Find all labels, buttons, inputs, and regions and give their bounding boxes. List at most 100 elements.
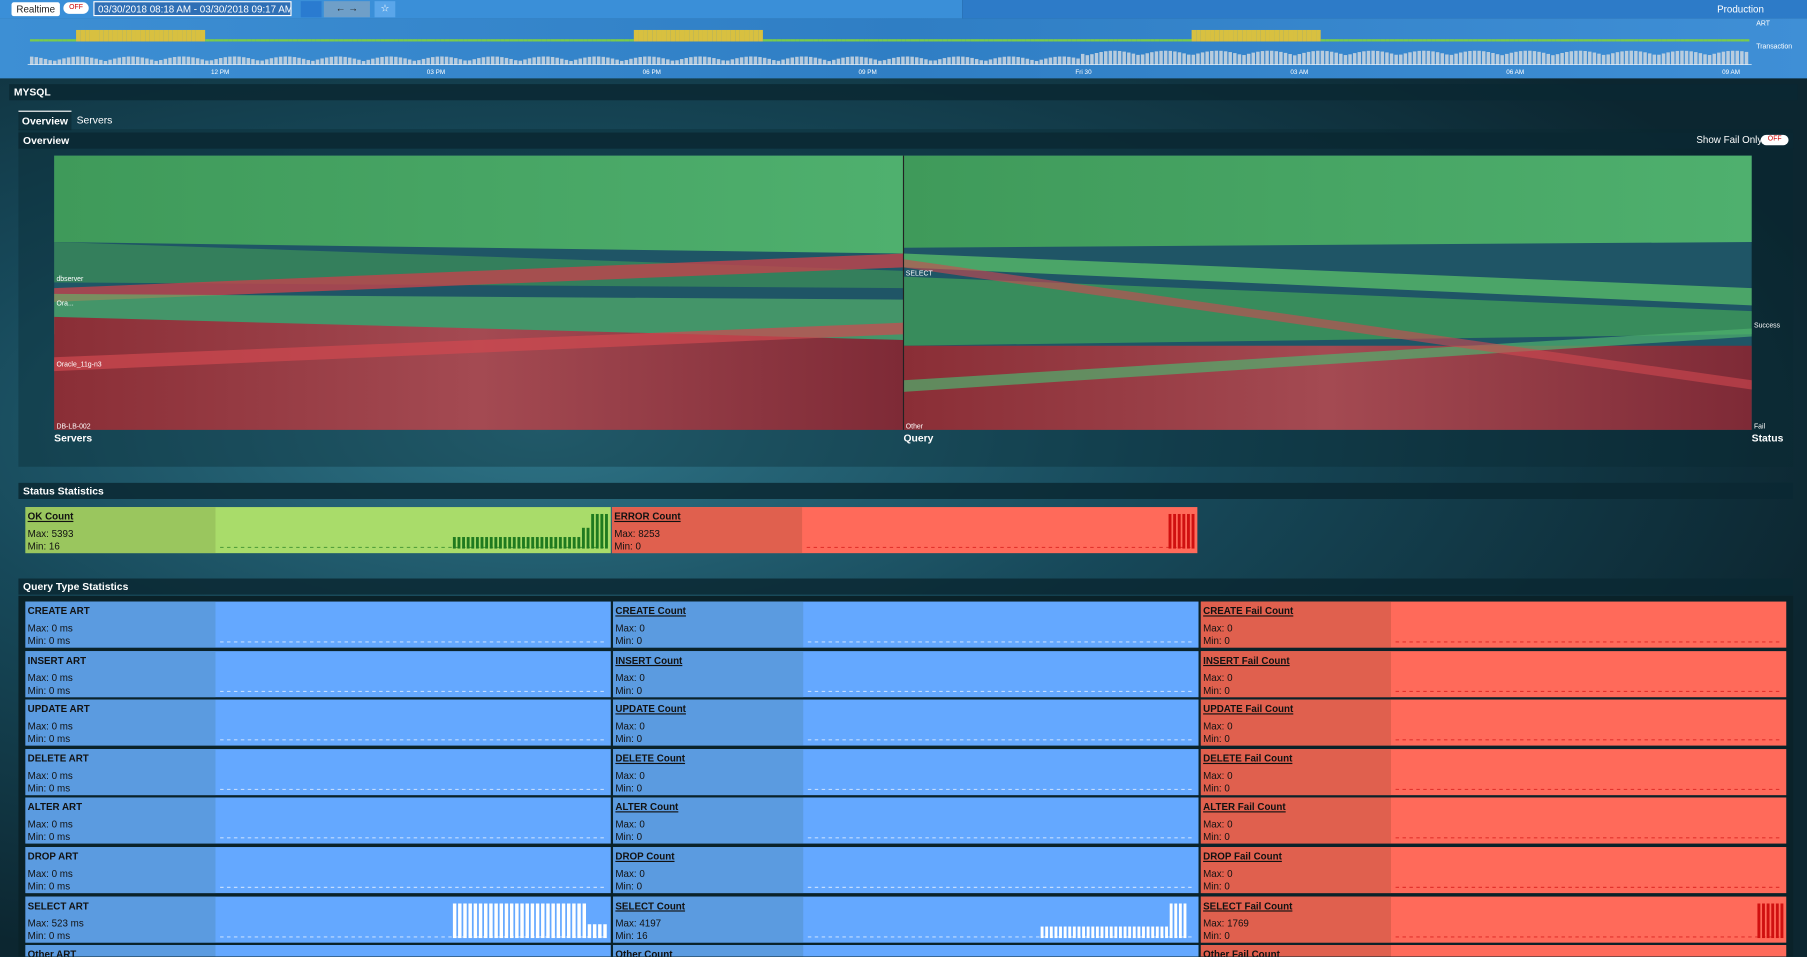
realtime-button[interactable]: Realtime: [11, 2, 60, 17]
card-title[interactable]: UPDATE Count: [615, 703, 686, 715]
timeline-art: [1449, 39, 1455, 42]
stat-card[interactable]: SELECT ART Max: 523 ms Min: 0 ms: [25, 896, 611, 943]
timeline-art: [785, 39, 791, 42]
timeline-bar: [1021, 57, 1025, 65]
stat-card[interactable]: INSERT ART Max: 0 ms Min: 0 ms: [25, 650, 611, 697]
card-title[interactable]: UPDATE Fail Count: [1203, 703, 1294, 715]
card-title[interactable]: DELETE Count: [615, 752, 686, 764]
tab[interactable]: Servers: [76, 114, 113, 126]
stat-card[interactable]: DROP ART Max: 0 ms Min: 0 ms: [25, 847, 611, 894]
timeline-art: [993, 39, 998, 42]
timeline-art: [412, 39, 418, 42]
card-title[interactable]: DROP ART: [27, 850, 79, 863]
stat-card[interactable]: OK Count Max: 5393 Min: 16: [25, 507, 611, 554]
card-title[interactable]: INSERT Count: [615, 654, 683, 666]
card-title[interactable]: CREATE Count: [615, 605, 686, 617]
card-title[interactable]: SELECT Fail Count: [1203, 899, 1293, 912]
timeline-bar: [1260, 51, 1265, 65]
stat-card[interactable]: Other ART: [25, 945, 611, 957]
card-left: [1200, 650, 1391, 697]
stat-card[interactable]: SELECT Count Max: 4197 Min: 16: [613, 896, 1199, 943]
nav-buttons[interactable]: ← →: [323, 1, 370, 18]
card-left: [1200, 601, 1391, 648]
stat-card[interactable]: CREATE ART Max: 0 ms Min: 0 ms: [25, 601, 611, 648]
sparkline-bar: [572, 537, 576, 549]
card-title[interactable]: INSERT ART: [27, 654, 87, 666]
card-title[interactable]: Other Fail Count: [1203, 948, 1280, 957]
timeline-art: [154, 29, 160, 42]
environment-selector[interactable]: Production: [1717, 3, 1764, 15]
card-title[interactable]: SELECT Count: [615, 899, 686, 912]
card-title[interactable]: CREATE Fail Count: [1203, 605, 1294, 617]
stat-card[interactable]: CREATE Count Max: 0 Min: 0: [613, 601, 1199, 648]
timeline-bar: [1163, 50, 1168, 65]
card-title[interactable]: INSERT Fail Count: [1203, 654, 1290, 666]
card-title[interactable]: Other Count: [615, 948, 673, 957]
timeline-bar: [112, 58, 117, 65]
date-range[interactable]: 03/30/2018 08:18 AM - 03/30/2018 09:17 A…: [93, 1, 292, 17]
timeline-art: [1634, 39, 1639, 42]
timeline-art: [269, 39, 275, 42]
stat-card[interactable]: DELETE Count Max: 0 Min: 0: [613, 748, 1199, 795]
timeline-bar: [1389, 53, 1394, 65]
stat-card[interactable]: UPDATE Fail Count Max: 0 Min: 0: [1200, 699, 1787, 746]
stat-card[interactable]: ALTER Count Max: 0 Min: 0: [613, 797, 1199, 845]
tab[interactable]: Overview: [18, 110, 72, 131]
stat-card[interactable]: CREATE Fail Count Max: 0 Min: 0: [1200, 601, 1787, 648]
card-title[interactable]: DROP Fail Count: [1203, 850, 1282, 863]
timeline-art: [620, 39, 625, 42]
card-title[interactable]: OK Count: [27, 510, 74, 523]
timeline-art: [324, 39, 330, 42]
timeline-art: [951, 39, 957, 42]
sparkline-bar: [489, 903, 493, 938]
card-left: [25, 601, 216, 648]
card-title[interactable]: ALTER Fail Count: [1203, 801, 1286, 813]
stat-card[interactable]: DROP Count Max: 0 Min: 0: [613, 847, 1199, 894]
stat-card[interactable]: Other Fail Count: [1200, 945, 1787, 957]
stat-card[interactable]: ERROR Count Max: 8253 Min: 0: [611, 507, 1198, 554]
timeline-bar: [698, 56, 702, 65]
stat-card[interactable]: UPDATE ART Max: 0 ms Min: 0 ms: [25, 699, 611, 746]
realtime-toggle[interactable]: OFF: [63, 2, 89, 14]
timeline-art: [1389, 39, 1395, 42]
stat-card[interactable]: INSERT Count Max: 0 Min: 0: [613, 650, 1199, 697]
card-title[interactable]: DROP Count: [615, 850, 675, 863]
stat-card[interactable]: DELETE ART Max: 0 ms Min: 0 ms: [25, 748, 611, 795]
timeline-art: [1620, 39, 1625, 42]
stat-card[interactable]: DROP Fail Count Max: 0 Min: 0: [1200, 847, 1787, 894]
timeline-bar: [878, 60, 882, 65]
card-title[interactable]: CREATE ART: [27, 605, 90, 617]
timeline-art: [1408, 39, 1413, 42]
card-title[interactable]: ALTER Count: [615, 801, 679, 813]
card-title[interactable]: ALTER ART: [27, 801, 83, 813]
favorite-button[interactable]: ☆: [374, 1, 396, 18]
card-title[interactable]: ERROR Count: [614, 510, 681, 523]
timeline-bar: [537, 56, 541, 65]
timeline-art: [463, 39, 468, 42]
section-title: MYSQL: [9, 84, 1798, 101]
stat-card[interactable]: UPDATE Count Max: 0 Min: 0: [613, 699, 1199, 746]
card-title[interactable]: DELETE Fail Count: [1203, 752, 1293, 764]
timeline-art: [1219, 29, 1224, 42]
stat-card[interactable]: Other Count: [613, 945, 1199, 957]
stat-card[interactable]: ALTER Fail Count Max: 0 Min: 0: [1200, 797, 1787, 845]
timeline-bar: [1730, 50, 1735, 65]
timeline-bar: [1505, 53, 1509, 65]
stat-card[interactable]: ALTER ART Max: 0 ms Min: 0 ms: [25, 797, 611, 845]
stat-card[interactable]: INSERT Fail Count Max: 0 Min: 0: [1200, 650, 1787, 697]
timeline-bar: [679, 59, 684, 65]
fail-only-toggle[interactable]: OFF: [1760, 134, 1789, 146]
timeline-bar: [458, 59, 463, 65]
card-title[interactable]: DELETE ART: [27, 752, 89, 764]
stat-card[interactable]: SELECT Fail Count Max: 1769 Min: 0: [1200, 896, 1787, 943]
timeline-art: [979, 39, 985, 42]
card-title[interactable]: Other ART: [27, 948, 77, 957]
timeline-bar: [99, 59, 103, 65]
timeline-bar: [928, 60, 933, 65]
zoom-button[interactable]: [300, 1, 322, 18]
card-title[interactable]: SELECT ART: [27, 899, 89, 912]
stat-card[interactable]: DELETE Fail Count Max: 0 Min: 0: [1200, 748, 1787, 795]
card-title[interactable]: UPDATE ART: [27, 703, 90, 715]
timeline-bar: [1348, 54, 1352, 65]
timeline-bar: [135, 56, 140, 65]
